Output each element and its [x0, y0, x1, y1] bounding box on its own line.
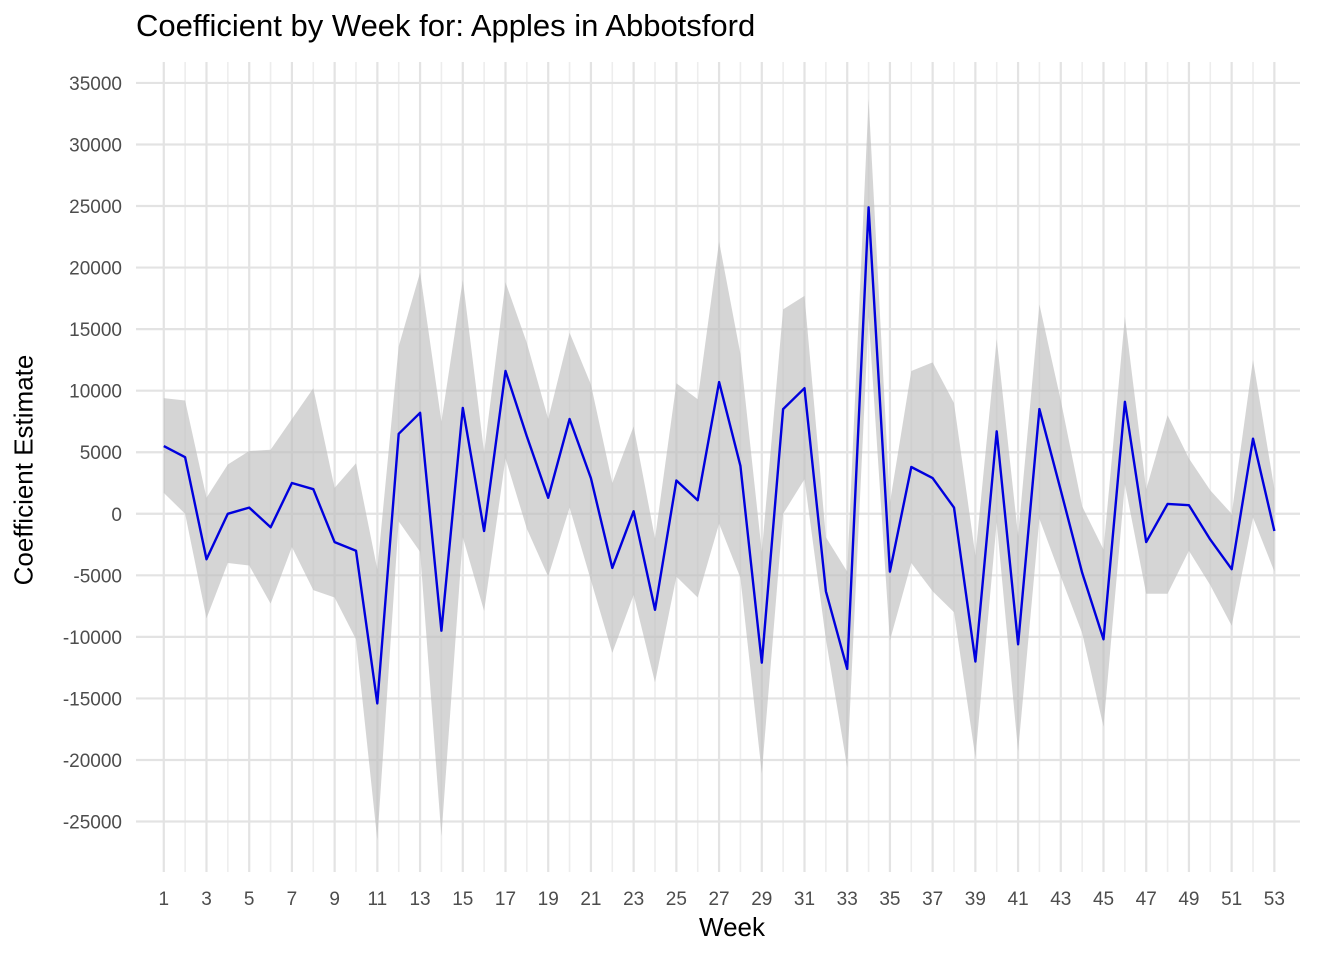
x-tick-label: 19 — [538, 889, 559, 910]
x-tick-label: 33 — [837, 889, 858, 910]
x-tick-label: 1 — [158, 889, 169, 910]
x-tick-label: 37 — [922, 889, 943, 910]
x-tick-label: 11 — [367, 889, 387, 910]
y-tick-label: -15000 — [63, 689, 122, 710]
y-tick-label: 20000 — [69, 259, 122, 280]
x-tick-label: 27 — [708, 889, 729, 910]
x-tick-label: 15 — [452, 889, 473, 910]
x-tick-label: 9 — [329, 889, 340, 910]
x-tick-label: 49 — [1178, 889, 1199, 910]
x-tick-label: 43 — [1050, 889, 1071, 910]
x-tick-label: 5 — [244, 889, 255, 910]
x-tick-labels: 1 3 5 7 9 11 13 15 17 19 21 23 25 27 29 31 33 35 37 39 41 43 4… — [158, 889, 1284, 910]
y-tick-label: 5000 — [80, 443, 122, 464]
y-tick-label: 15000 — [69, 320, 122, 341]
x-tick-label: 13 — [409, 889, 430, 910]
x-tick-label: 47 — [1136, 889, 1157, 910]
x-tick-label: 35 — [879, 889, 900, 910]
x-tick-label: 29 — [751, 889, 772, 910]
y-tick-label: 0 — [111, 505, 122, 526]
x-axis-label: Week — [699, 912, 765, 942]
x-tick-label: 3 — [201, 889, 212, 910]
y-tick-label: -10000 — [63, 628, 122, 649]
y-tick-label: 25000 — [69, 197, 122, 218]
chart-title: Coefficient by Week for: Apples in Abbot… — [136, 8, 756, 43]
x-tick-label: 41 — [1008, 889, 1029, 910]
y-tick-label: 35000 — [69, 74, 122, 95]
y-tick-label: 30000 — [69, 135, 122, 156]
x-tick-label: 53 — [1264, 889, 1285, 910]
y-tick-label: -20000 — [63, 751, 122, 772]
y-tick-labels: -25000 -20000 -15000 -10000 -5000 0 5000 10000 1… — [63, 74, 122, 834]
x-tick-label: 21 — [580, 889, 601, 910]
y-tick-label: -25000 — [63, 813, 122, 834]
x-tick-label: 23 — [623, 889, 644, 910]
y-axis-label: Coefficient Estimate — [8, 354, 39, 586]
x-tick-label: 7 — [287, 889, 298, 910]
x-tick-label: 25 — [666, 889, 687, 910]
coefficient-line — [163, 206, 1276, 705]
coefficient-line-layer — [163, 206, 1276, 705]
confidence-band — [163, 98, 1275, 840]
y-tick-label: 10000 — [69, 382, 122, 403]
x-tick-label: 45 — [1093, 889, 1114, 910]
confidence-band-layer — [163, 98, 1275, 840]
x-tick-label: 39 — [965, 889, 986, 910]
x-tick-label: 51 — [1221, 889, 1242, 910]
y-tick-label: -5000 — [73, 566, 122, 587]
x-tick-label: 31 — [794, 889, 815, 910]
x-tick-label: 17 — [495, 889, 516, 910]
